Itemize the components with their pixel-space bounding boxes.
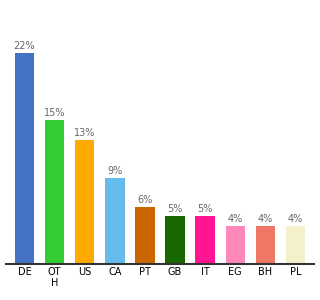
Bar: [165, 216, 185, 264]
Text: 4%: 4%: [258, 214, 273, 224]
Bar: [75, 140, 94, 264]
Bar: [45, 120, 64, 264]
Text: 5%: 5%: [167, 204, 183, 214]
Text: 22%: 22%: [14, 41, 35, 51]
Bar: [15, 53, 34, 264]
Bar: [226, 226, 245, 264]
Text: 13%: 13%: [74, 128, 95, 138]
Text: 6%: 6%: [137, 195, 153, 205]
Bar: [135, 206, 155, 264]
Text: 4%: 4%: [228, 214, 243, 224]
Text: 9%: 9%: [107, 166, 123, 176]
Bar: [286, 226, 305, 264]
Bar: [256, 226, 275, 264]
Bar: [196, 216, 215, 264]
Text: 15%: 15%: [44, 108, 65, 118]
Bar: [105, 178, 124, 264]
Text: 5%: 5%: [197, 204, 213, 214]
Text: 4%: 4%: [288, 214, 303, 224]
